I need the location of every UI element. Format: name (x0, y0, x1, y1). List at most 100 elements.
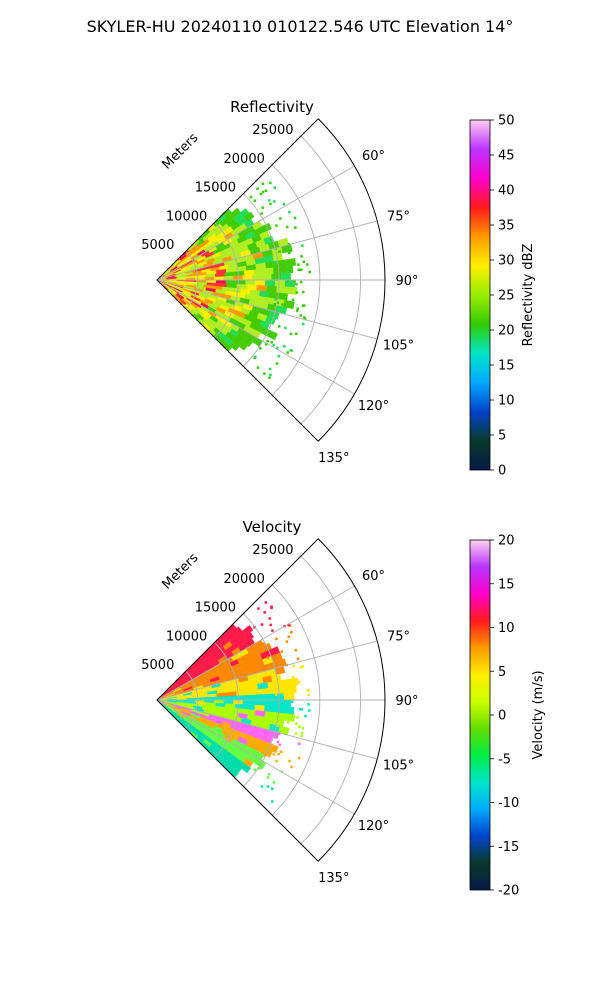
data-speckle (261, 623, 264, 626)
colorbar-gradient (470, 540, 490, 890)
data-speckle (272, 344, 275, 347)
data-speckle (275, 298, 278, 301)
data-speckle (287, 721, 290, 724)
angle-tick-label: 120° (358, 819, 389, 834)
data-speckle (268, 773, 271, 776)
data-speckle (270, 749, 273, 752)
data-speckle (296, 291, 299, 294)
data-speckle (298, 726, 301, 729)
data-speckle (284, 709, 287, 712)
colorbar-tick-label: 10 (498, 394, 515, 409)
data-cell (255, 694, 265, 700)
data-speckle (297, 658, 300, 661)
colorbar-tick-label: 20 (498, 324, 515, 339)
data-cell (262, 274, 272, 280)
data-speckle (250, 196, 253, 199)
reflectivity-title: Reflectivity (230, 98, 314, 116)
data-speckle (308, 709, 311, 712)
angle-tick-label: 75° (387, 629, 410, 644)
colorbar-tick-label: 0 (498, 464, 506, 479)
figure-title: SKYLER-HU 20240110 010122.546 UTC Elevat… (87, 17, 514, 36)
data-cell (266, 687, 276, 694)
data-speckle (265, 747, 268, 750)
radial-tick-label: 25000 (252, 543, 293, 558)
data-speckle (302, 727, 305, 730)
data-speckle (275, 747, 278, 750)
radial-tick-label: 15000 (195, 601, 236, 616)
data-speckle (292, 716, 295, 719)
data-speckle (270, 607, 273, 610)
data-speckle (283, 345, 286, 348)
angle-tick-label: 75° (387, 209, 410, 224)
data-speckle (295, 722, 298, 725)
data-speckle (269, 203, 272, 206)
data-speckle (292, 676, 295, 679)
data-speckle (278, 325, 281, 328)
radial-tick-label: 10000 (166, 629, 207, 644)
data-speckle (286, 226, 289, 229)
reflectivity-radial-axis-label: Meters (160, 130, 202, 172)
data-speckle (288, 211, 291, 214)
data-speckle (263, 611, 266, 614)
data-speckle (290, 333, 293, 336)
data-speckle (274, 303, 277, 306)
data-cell (252, 700, 262, 706)
data-speckle (288, 760, 291, 763)
data-cell (234, 271, 244, 276)
data-speckle (297, 308, 300, 311)
data-speckle (268, 376, 271, 379)
data-speckle (301, 244, 304, 247)
data-cell (226, 280, 236, 284)
data-speckle (269, 374, 272, 377)
data-speckle (287, 276, 290, 279)
data-speckle (303, 304, 306, 307)
colorbar-tick-label: -20 (498, 884, 519, 899)
data-speckle (300, 255, 303, 258)
colorbar-gradient (470, 120, 490, 470)
data-speckle (271, 788, 274, 791)
data-speckle (274, 186, 277, 189)
data-cell (275, 280, 285, 287)
data-speckle (281, 303, 284, 306)
data-speckle (300, 269, 303, 272)
angle-tick-label: 120° (358, 399, 389, 414)
data-cell (288, 678, 299, 686)
data-speckle (296, 310, 299, 313)
data-speckle (290, 766, 293, 769)
data-speckle (254, 356, 257, 359)
data-speckle (269, 182, 272, 185)
data-cell (216, 696, 226, 700)
data-speckle (284, 327, 287, 330)
data-speckle (286, 640, 289, 643)
data-speckle (302, 323, 305, 326)
velocity-title: Velocity (243, 518, 302, 536)
data-cell (276, 686, 286, 693)
data-speckle (278, 355, 281, 358)
data-speckle (293, 665, 296, 668)
data-speckle (257, 607, 260, 610)
reflectivity-polar-plot: 50001000015000200002500060°75°90°105°120… (141, 119, 418, 466)
data-speckle (308, 694, 311, 697)
radial-tick-label: 20000 (224, 152, 265, 167)
data-speckle (301, 732, 304, 735)
data-speckle (298, 681, 301, 684)
data-speckle (261, 206, 264, 209)
data-cell (265, 280, 275, 286)
data-speckle (287, 270, 290, 273)
data-cell (224, 276, 234, 280)
radial-tick-label: 5000 (141, 238, 174, 253)
data-speckle (271, 336, 274, 339)
data-speckle (273, 781, 276, 784)
data-cell (265, 694, 275, 700)
data-speckle (270, 341, 273, 344)
data-speckle (293, 281, 296, 284)
colorbar-tick-label: 0 (498, 709, 506, 724)
data-speckle (279, 744, 282, 747)
data-cell (284, 693, 294, 700)
data-speckle (300, 281, 303, 284)
colorbar-tick-label: -10 (498, 796, 519, 811)
angle-tick-label: 135° (318, 871, 349, 886)
data-speckle (279, 217, 282, 220)
data-speckle (300, 314, 303, 317)
